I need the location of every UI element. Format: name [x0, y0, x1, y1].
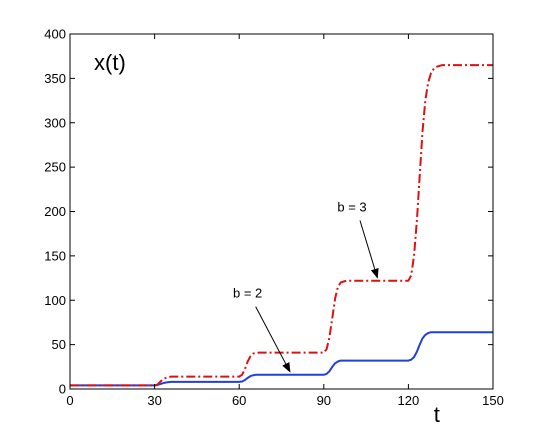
y-tick-label: 250: [44, 160, 66, 175]
annotation-arrow-b3: [359, 220, 379, 279]
tick-layer: 0 30 60 90 120 150 0 50 100 150 200 250 300 350 400: [44, 27, 504, 409]
series-layer: [70, 64, 493, 387]
plot-frame: [69, 33, 494, 390]
annotation-label-b2: b = 2: [233, 286, 262, 301]
plot-inner-label: x(t): [94, 50, 126, 75]
y-tick-label: 350: [44, 71, 66, 86]
y-tick-label: 100: [44, 293, 66, 308]
x-axis-label: t: [434, 402, 440, 427]
x-tick-label: 60: [232, 393, 246, 408]
x-tick-label: 30: [147, 393, 161, 408]
annotation-layer: b = 2 b = 3: [233, 200, 379, 373]
annotation-label-b3: b = 3: [337, 200, 366, 215]
y-tick-label: 150: [44, 248, 66, 263]
x-tick-label: 120: [398, 393, 420, 408]
series-line-b2: [70, 331, 493, 387]
y-tick-label: 0: [59, 382, 66, 397]
x-tick-label: 150: [482, 393, 504, 408]
annotation-arrow-b2: [255, 306, 291, 373]
y-tick-label: 200: [44, 204, 66, 219]
y-tick-label: 300: [44, 115, 66, 130]
x-tick-label: 90: [317, 393, 331, 408]
y-tick-label: 50: [52, 337, 66, 352]
x-tick-label: 0: [66, 393, 73, 408]
series-line-b3: [70, 64, 493, 387]
y-tick-label: 400: [44, 27, 66, 42]
